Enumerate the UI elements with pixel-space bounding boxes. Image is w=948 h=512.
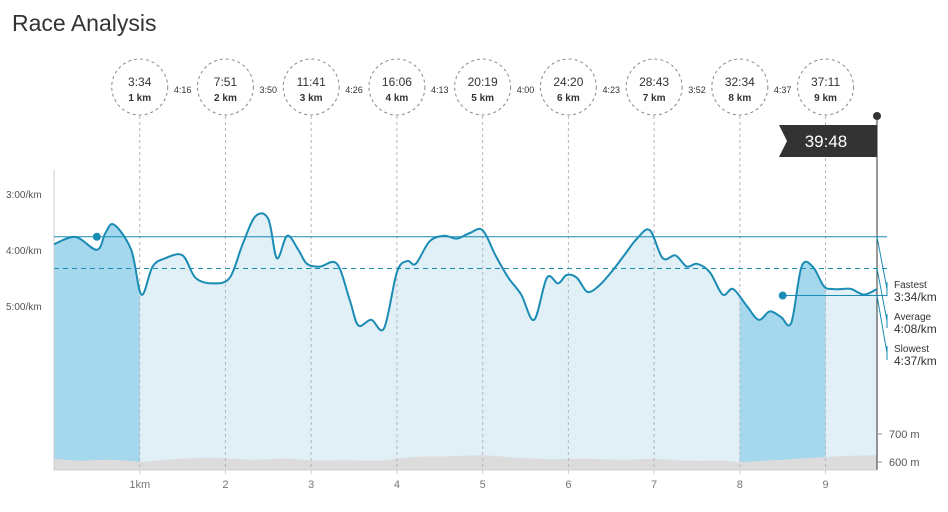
split-time: 11:41 — [297, 75, 326, 89]
page-title: Race Analysis — [12, 10, 157, 36]
axes-layer: 1km 2 3 4 5 6 7 8 9 3:00/km 4:00/km 5:00/km 700 m 600… — [6, 116, 920, 491]
split-km-label: 8 km — [728, 93, 751, 104]
ref-name-average: Average — [894, 312, 932, 323]
split-circle-1km — [111, 58, 169, 116]
split-time: 24:20 — [553, 75, 583, 89]
elevation-layer — [54, 455, 877, 470]
split-time: 20:19 — [468, 75, 498, 89]
split-circle-5km — [454, 58, 512, 116]
y-elev-tick-label: 700 m — [889, 429, 920, 441]
y-pace-tick-label: 3:00/km — [6, 190, 42, 201]
ref-connector-slowest — [876, 295, 888, 354]
km-pace-label: 3:52 — [688, 85, 706, 95]
split-time: 7:51 — [214, 75, 238, 89]
pace-area-highlight-1 — [54, 223, 140, 470]
split-km-label: 4 km — [386, 93, 409, 104]
ref-value-fastest: 3:34/km — [894, 290, 937, 304]
split-markers-layer: 3:34 1 km 7:51 2 km 11:41 3 km 16:06 4 km 20:19 5… — [111, 58, 855, 116]
split-km-label: 7 km — [643, 93, 666, 104]
ref-connector-fastest — [876, 236, 888, 290]
split-time: 3:34 — [128, 75, 152, 89]
split-circle-9km — [797, 58, 855, 116]
elevation-area — [54, 455, 877, 470]
pace-area-layer — [54, 213, 877, 470]
y-pace-tick-label: 4:00/km — [6, 246, 42, 257]
km-pace-label: 3:50 — [260, 85, 278, 95]
split-time: 32:34 — [725, 75, 755, 89]
ref-name-slowest: Slowest — [894, 344, 929, 355]
km-pace-label: 4:16 — [174, 85, 192, 95]
x-tick-label: 3 — [308, 479, 314, 491]
finish-dot — [873, 112, 881, 120]
x-tick-label: 7 — [651, 479, 657, 491]
x-tick-label: 6 — [565, 479, 571, 491]
x-tick-label: 4 — [394, 479, 400, 491]
split-circle-8km — [711, 58, 769, 116]
split-circle-4km — [368, 58, 426, 116]
split-circle-2km — [196, 58, 254, 116]
finish-badge — [779, 125, 877, 157]
ref-marker-slowest — [778, 291, 787, 300]
x-tick-label: 2 — [222, 479, 228, 491]
pace-area — [54, 213, 877, 470]
split-time: 28:43 — [639, 75, 669, 89]
pace-line-layer — [54, 212, 877, 332]
split-circle-6km — [539, 58, 597, 116]
split-km-label: 3 km — [300, 93, 323, 104]
km-pace-label: 4:00 — [517, 85, 535, 95]
ref-marker-fastest — [92, 232, 101, 241]
split-km-label: 5 km — [471, 93, 494, 104]
km-pace-label: 4:37 — [774, 85, 792, 95]
x-tick-label: 1km — [129, 479, 150, 491]
x-tick-label: 5 — [480, 479, 486, 491]
split-time: 37:11 — [811, 75, 840, 89]
x-tick-label: 9 — [823, 479, 829, 491]
split-km-label: 2 km — [214, 93, 237, 104]
ref-connector-average — [876, 268, 888, 322]
pace-area-highlight-2 — [739, 261, 826, 470]
y-pace-tick-label: 5:00/km — [6, 302, 42, 313]
split-km-label: 9 km — [814, 93, 837, 104]
split-time: 16:06 — [382, 75, 412, 89]
km-pace-label: 4:13 — [431, 85, 449, 95]
ref-value-average: 4:08/km — [894, 322, 937, 336]
ref-value-slowest: 4:37/km — [894, 354, 937, 368]
km-pace-label: 4:26 — [345, 85, 363, 95]
finish-time: 39:48 — [805, 132, 848, 151]
split-km-label: 1 km — [128, 93, 151, 104]
ref-name-fastest: Fastest — [894, 280, 927, 291]
pace-line — [54, 212, 877, 332]
split-circle-3km — [282, 58, 340, 116]
y-elev-tick-label: 600 m — [889, 457, 920, 469]
finish-layer: 39:48 — [779, 112, 881, 157]
x-tick-label: 8 — [737, 479, 743, 491]
km-pace-label: 4:23 — [602, 85, 620, 95]
split-km-label: 6 km — [557, 93, 580, 104]
split-circle-7km — [625, 58, 683, 116]
